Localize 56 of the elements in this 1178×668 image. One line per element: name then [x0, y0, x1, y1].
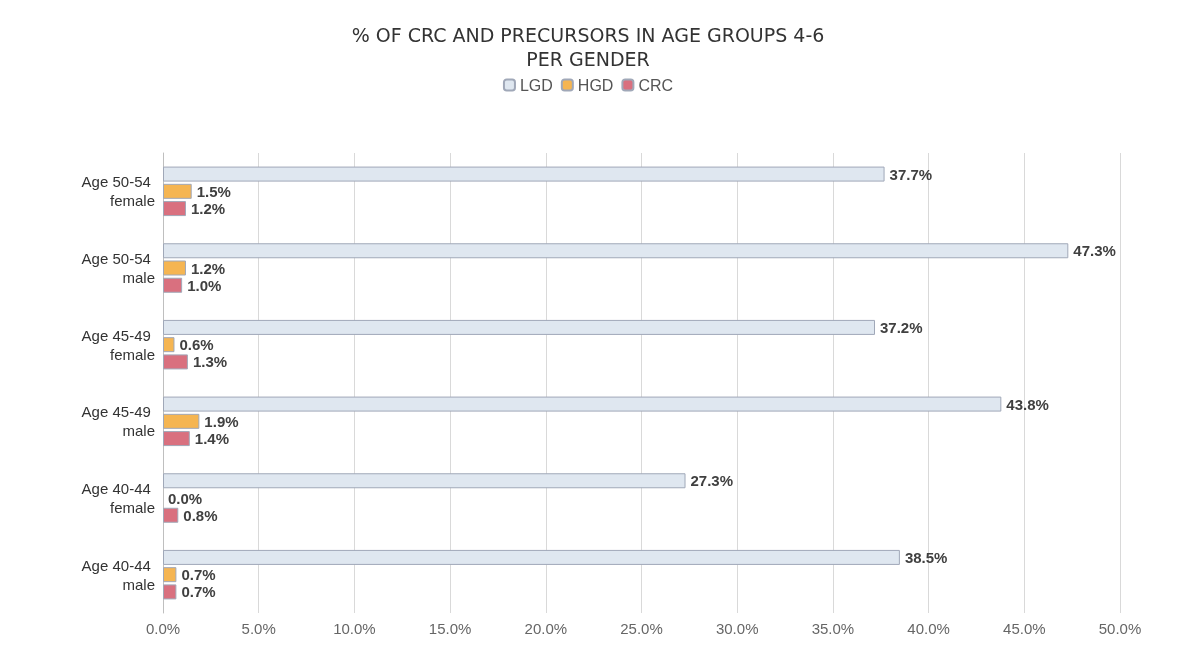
- bar: [163, 166, 885, 182]
- data-label: 37.7%: [889, 165, 933, 183]
- bar: [163, 567, 177, 583]
- x-tick-label: 40.0%: [907, 620, 950, 637]
- bar: [163, 260, 186, 276]
- bar: [163, 584, 177, 600]
- data-label: 0.6%: [179, 336, 214, 354]
- bar: [163, 319, 876, 335]
- data-label: 0.7%: [181, 583, 216, 601]
- x-tick-label: 50.0%: [1098, 620, 1142, 637]
- data-label: 47.3%: [1073, 242, 1116, 260]
- y-tick-label: Age 50-54 male: [81, 250, 155, 286]
- legend-label: LGD: [519, 76, 553, 94]
- data-label: 38.5%: [904, 548, 948, 566]
- bar: [163, 431, 190, 447]
- y-tick-label: Age 45-49 female: [81, 326, 155, 363]
- data-label: 1.5%: [196, 182, 231, 200]
- y-tick-label: Age 50-54 female: [81, 173, 155, 210]
- data-label: 1.0%: [187, 276, 222, 294]
- bar: [163, 201, 186, 217]
- x-tick-label: 20.0%: [524, 620, 568, 637]
- bar: [163, 549, 900, 565]
- legend-label: HGD: [577, 76, 614, 94]
- data-label: 1.2%: [190, 200, 226, 218]
- data-label: 0.0%: [168, 489, 203, 507]
- y-tick-label: Age 40-44 female: [81, 480, 155, 516]
- y-tick-label: Age 40-44 male: [81, 556, 155, 593]
- x-tick-label: 15.0%: [428, 620, 472, 637]
- x-tick-label: 25.0%: [620, 620, 663, 637]
- data-label: 1.4%: [194, 430, 229, 448]
- data-label: 37.2%: [880, 318, 923, 336]
- bar: [163, 354, 188, 370]
- data-label: 43.8%: [1006, 395, 1049, 413]
- x-tick-label: 5.0%: [241, 620, 276, 637]
- data-label: 1.2%: [190, 259, 226, 277]
- x-tick-label: 10.0%: [333, 620, 376, 637]
- bar: [163, 473, 686, 489]
- bar: [163, 507, 179, 523]
- chart-title: % OF CRC AND PRECURSORS IN AGE GROUPS 4-6 PER GENDER: [351, 24, 825, 70]
- bar: [163, 337, 175, 353]
- legend-label: CRC: [638, 76, 674, 94]
- data-label: 0.8%: [183, 506, 218, 524]
- x-tick-label: 30.0%: [715, 620, 759, 637]
- data-label: 27.3%: [690, 472, 734, 490]
- bar: [163, 396, 1002, 412]
- x-tick-label: 0.0%: [145, 620, 181, 637]
- bar: [163, 243, 1069, 259]
- y-tick-label: Age 45-49 male: [81, 403, 155, 440]
- x-tick-label: 35.0%: [811, 620, 855, 637]
- x-tick-label: 45.0%: [1003, 620, 1046, 637]
- bar: [163, 413, 200, 429]
- data-label: 1.3%: [192, 353, 228, 371]
- data-label: 1.9%: [204, 412, 239, 430]
- bar: [163, 277, 183, 293]
- data-label: 0.7%: [181, 566, 216, 584]
- bar: [163, 183, 192, 199]
